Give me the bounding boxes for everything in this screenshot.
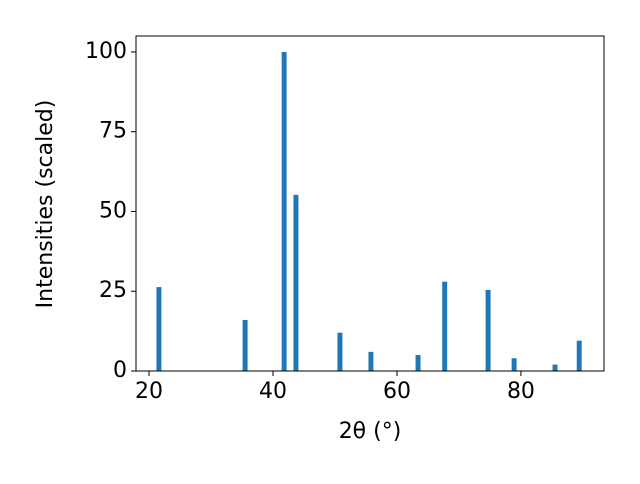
bar	[156, 287, 162, 371]
x-tick-label: 80	[507, 379, 535, 404]
bar	[485, 289, 491, 371]
y-tick-label: 50	[99, 198, 127, 223]
bar	[242, 319, 248, 371]
y-tick-label: 0	[113, 358, 127, 383]
bar	[368, 351, 374, 371]
x-axis-label: 2θ (°)	[339, 419, 402, 444]
bar	[281, 51, 287, 371]
y-tick-label: 75	[99, 119, 127, 144]
y-tick-label: 100	[85, 39, 127, 64]
y-axis-label: Intensities (scaled)	[33, 100, 58, 309]
bar	[511, 358, 517, 371]
bar	[576, 340, 582, 371]
bar	[415, 355, 421, 371]
x-tick-label: 40	[259, 379, 287, 404]
bar	[552, 364, 558, 371]
bar	[442, 281, 448, 371]
x-tick-label: 60	[383, 379, 411, 404]
bar	[293, 194, 299, 371]
plot-frame	[135, 35, 605, 372]
bar	[337, 332, 343, 371]
x-tick-label: 20	[135, 379, 163, 404]
y-tick-label: 25	[99, 278, 127, 303]
